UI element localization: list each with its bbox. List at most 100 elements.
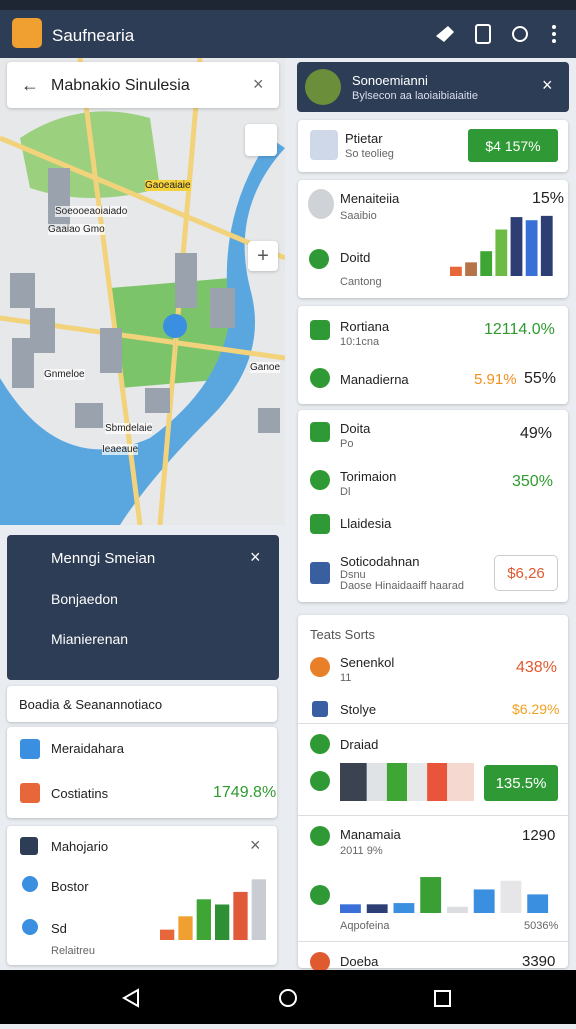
bar [525,220,538,276]
row-label: Meraidahara [51,741,124,756]
map-label: Gaaiao Gmo [48,224,105,235]
stats-sub: Saaibio [340,210,377,222]
bar [465,262,477,276]
profile-card: Ptietar So teolieg $4 157% [298,120,568,172]
list-value: 350% [512,473,553,490]
value-button[interactable]: $4 157% [468,129,558,162]
bar [450,266,462,276]
list-label: Soticodahnan [340,554,420,569]
app-title: Saufnearia [52,26,135,45]
stats-name: Menaiteiia [340,191,400,206]
test-footer: Aqpofeina [340,920,390,932]
panel-title: Sonoemianni [352,73,428,88]
bar-chart [340,877,549,913]
value-button[interactable]: 135.5% [484,765,558,801]
menu-item[interactable]: Mianierenan [51,631,129,647]
tests-title: Teats Sorts [310,627,376,642]
metric-value: 5.91% [474,371,517,388]
list-sub: Dl [340,486,351,498]
list-sub: Dsnu [340,569,366,581]
stats-item: Doitd [340,250,371,265]
bar-chart [160,879,266,940]
price-button[interactable]: $6,26 [494,555,558,591]
metrics-card: Rortiana 10:1cna 12114.0% Manadierna 5.9… [298,306,568,404]
bar [340,763,367,801]
search-text: Mabnakio Sinulesia [51,77,190,94]
profile-name: Ptietar [345,131,383,146]
app-actions[interactable] [432,22,562,46]
bar [427,763,448,801]
status-bar [0,0,576,10]
test-value: 438% [516,659,557,676]
bar [393,903,415,913]
list-sub: Po [340,438,354,450]
filter-bar[interactable]: Boadia & Seanannotiaco [7,686,277,722]
bar [527,894,549,913]
map-graphic [0,58,285,525]
menu-title: Menngi Smeian [51,550,156,567]
zoom-in[interactable]: + [248,241,278,271]
bar [386,763,407,801]
row-value: 1749.8% [213,784,277,801]
test-label: Doeba [340,954,379,969]
bar [366,904,388,913]
footer: Relaitreu [51,945,96,957]
menu-item[interactable]: Bonjaedon [51,591,118,607]
search-box[interactable]: ← Mabnakio Sinulesia × [7,62,279,108]
app-bar: Saufnearia [0,10,576,58]
map-label: Ieaeaue [102,444,139,455]
bar [420,877,442,913]
map-settings[interactable] [245,124,277,156]
bar [251,879,266,940]
nav-bar [0,970,576,1024]
bar [540,215,553,276]
segment-bar [340,763,474,801]
test-label: Manamaia [340,827,401,842]
metric-value: 55% [524,370,557,387]
bar [340,904,361,913]
list-label: Torimaion [340,469,397,484]
test-sub: 2011 9% [340,845,383,857]
bar [160,929,175,940]
test-label: Draiad [340,737,379,752]
bar [178,916,193,940]
bar [233,891,248,940]
bar [495,229,508,276]
bar [366,763,387,801]
map-label: Soeooeaoiaiado [55,206,128,217]
list-card: Doita Po 49% Torimaion Dl 350% Llaidesia… [298,410,568,602]
panel-subtitle: Bylsecon aa laoiaibiaiaitie [352,90,478,102]
stats-value: 15% [532,190,565,207]
test-footer-value: 5036% [524,920,559,932]
bar [480,251,493,276]
card-title: Mahojario [51,839,109,854]
profile-status: So teolieg [345,148,394,160]
tests-card: Teats Sorts Senenkol 11 438% Stolye $6.2… [298,615,568,972]
test-value: 1290 [522,827,556,844]
list-note: Daose Hinaidaaiff haarad [340,580,464,592]
nav-buttons[interactable] [0,970,576,1024]
item: Sd [51,921,67,936]
bar [407,763,428,801]
list-label: Llaidesia [340,516,392,531]
test-label: Stolye [340,702,377,717]
menu-card: Menngi Smeian × Bonjaedon Mianierenan [7,535,279,680]
filter-text: Boadia & Seanannotiaco [19,697,163,712]
bar [447,763,474,801]
app-icon[interactable] [12,18,42,48]
bar [510,217,523,276]
summary-card: Meraidahara Costiatins 1749.8% [7,727,277,818]
bar [215,904,230,940]
test-label: Senenkol [340,655,395,670]
bar [473,889,495,913]
bar-chart [450,215,553,276]
map[interactable]: Gaoeaiaie Soeooeaoiaiado Gaaiao Gmo Gnme… [0,58,285,525]
map-label: Gnmeloe [44,369,85,380]
item: Bostor [51,879,89,894]
map-label: Sbmdelaie [105,423,153,434]
mini-chart-card: Mahojario × Bostor Sd Relaitreu [7,826,277,965]
test-value: $6.29% [512,701,560,717]
stats-card: Menaiteiia Saaibio 15% Doitd Cantong [298,180,568,298]
test-sub: 11 [340,672,352,684]
